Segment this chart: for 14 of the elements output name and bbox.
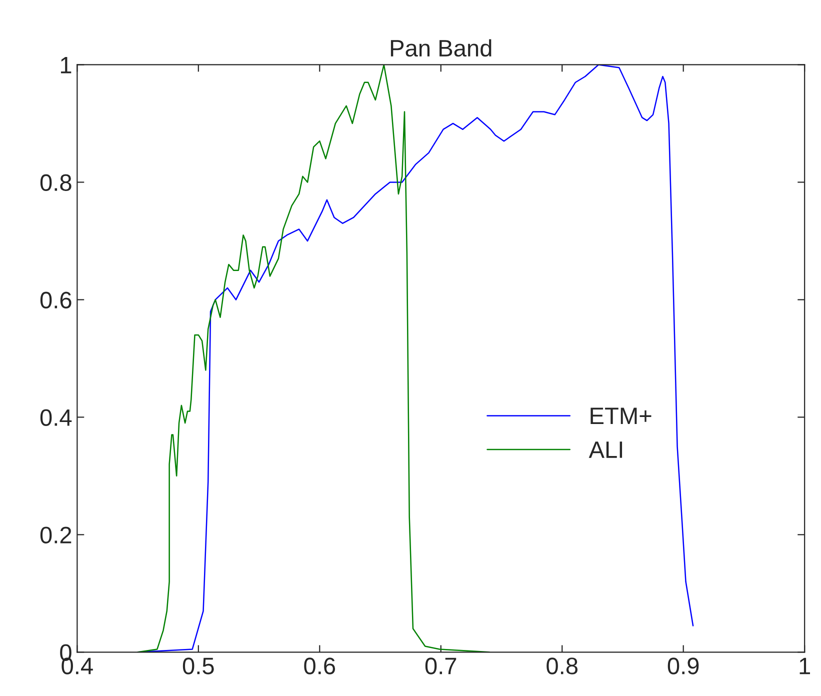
y-tick-label: 0.2 (40, 526, 72, 544)
x-tick-label: 0.5 (182, 658, 214, 674)
x-tick-label: 0.7 (425, 658, 456, 674)
y-tick-label: 0.8 (40, 174, 72, 191)
y-tick-label: 0.6 (40, 292, 72, 308)
x-tick-label: 0.6 (304, 658, 336, 674)
legend-label: ETM+ (590, 408, 652, 424)
y-tick-label: 1 (60, 57, 72, 74)
x-tick-label: 0.8 (546, 658, 578, 674)
x-tick-label: 1 (800, 658, 810, 674)
legend-label: ALI (588, 442, 622, 458)
chart-title: Pan Band (390, 39, 492, 57)
x-tick-label: 0.9 (668, 658, 699, 674)
y-tick-label: 0.4 (40, 409, 72, 426)
